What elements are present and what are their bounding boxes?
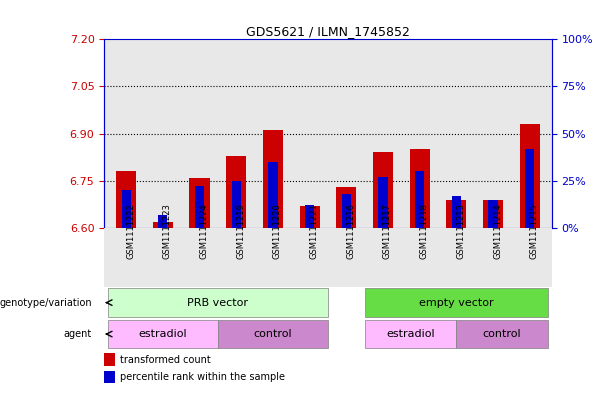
Text: GSM1111216: GSM1111216	[346, 203, 356, 259]
Text: GSM1111217: GSM1111217	[383, 203, 392, 259]
Bar	[218, 320, 328, 348]
Bar	[300, 206, 320, 228]
Bar	[409, 149, 430, 228]
Text: GSM1111215: GSM1111215	[530, 203, 539, 259]
Text: control: control	[254, 329, 292, 339]
Bar	[104, 353, 115, 365]
Bar	[489, 200, 498, 228]
Text: control: control	[483, 329, 522, 339]
Text: GSM1111218: GSM1111218	[420, 203, 428, 259]
Text: GSM1111223: GSM1111223	[163, 203, 172, 259]
Bar	[456, 320, 548, 348]
Text: agent: agent	[64, 329, 92, 339]
Bar	[158, 215, 167, 228]
Text: estradiol: estradiol	[139, 329, 187, 339]
Bar	[108, 320, 218, 348]
Text: GSM1111214: GSM1111214	[493, 203, 502, 259]
Text: transformed count: transformed count	[120, 354, 211, 365]
Bar	[104, 371, 115, 384]
Bar	[189, 178, 210, 228]
Bar	[232, 181, 241, 228]
Bar	[153, 222, 173, 228]
Bar	[525, 149, 535, 228]
Bar	[483, 200, 503, 228]
Bar	[263, 130, 283, 228]
Title: GDS5621 / ILMN_1745852: GDS5621 / ILMN_1745852	[246, 25, 410, 38]
Bar	[121, 190, 131, 228]
Text: GSM1111222: GSM1111222	[126, 203, 135, 259]
Bar	[365, 320, 456, 348]
Bar	[452, 196, 461, 228]
Text: GSM1111220: GSM1111220	[273, 203, 282, 259]
Bar	[226, 156, 246, 228]
Bar	[336, 187, 356, 228]
Bar	[305, 205, 314, 228]
Text: genotype/variation: genotype/variation	[0, 298, 92, 308]
Bar	[446, 200, 466, 228]
Bar	[116, 171, 136, 228]
Text: estradiol: estradiol	[386, 329, 435, 339]
Text: percentile rank within the sample: percentile rank within the sample	[120, 372, 285, 382]
Text: PRB vector: PRB vector	[188, 298, 248, 308]
Bar	[341, 194, 351, 228]
Bar	[520, 124, 540, 228]
Bar	[195, 186, 204, 228]
Bar	[415, 171, 424, 228]
Text: GSM1111219: GSM1111219	[236, 203, 245, 259]
Bar	[378, 177, 387, 228]
Text: GSM1111224: GSM1111224	[200, 203, 208, 259]
Text: GSM1111221: GSM1111221	[310, 203, 319, 259]
Bar	[373, 152, 393, 228]
Text: empty vector: empty vector	[419, 298, 493, 308]
Bar	[365, 288, 548, 317]
Bar	[268, 162, 278, 228]
Bar	[108, 288, 328, 317]
Text: GSM1111213: GSM1111213	[456, 203, 465, 259]
